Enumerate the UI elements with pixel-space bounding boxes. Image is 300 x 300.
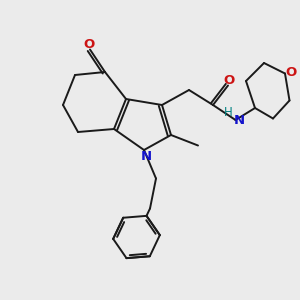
Text: O: O	[285, 65, 297, 79]
Text: H: H	[224, 106, 232, 119]
Text: O: O	[83, 38, 94, 52]
Text: N: N	[141, 149, 152, 163]
Text: N: N	[233, 113, 245, 127]
Text: O: O	[224, 74, 235, 87]
